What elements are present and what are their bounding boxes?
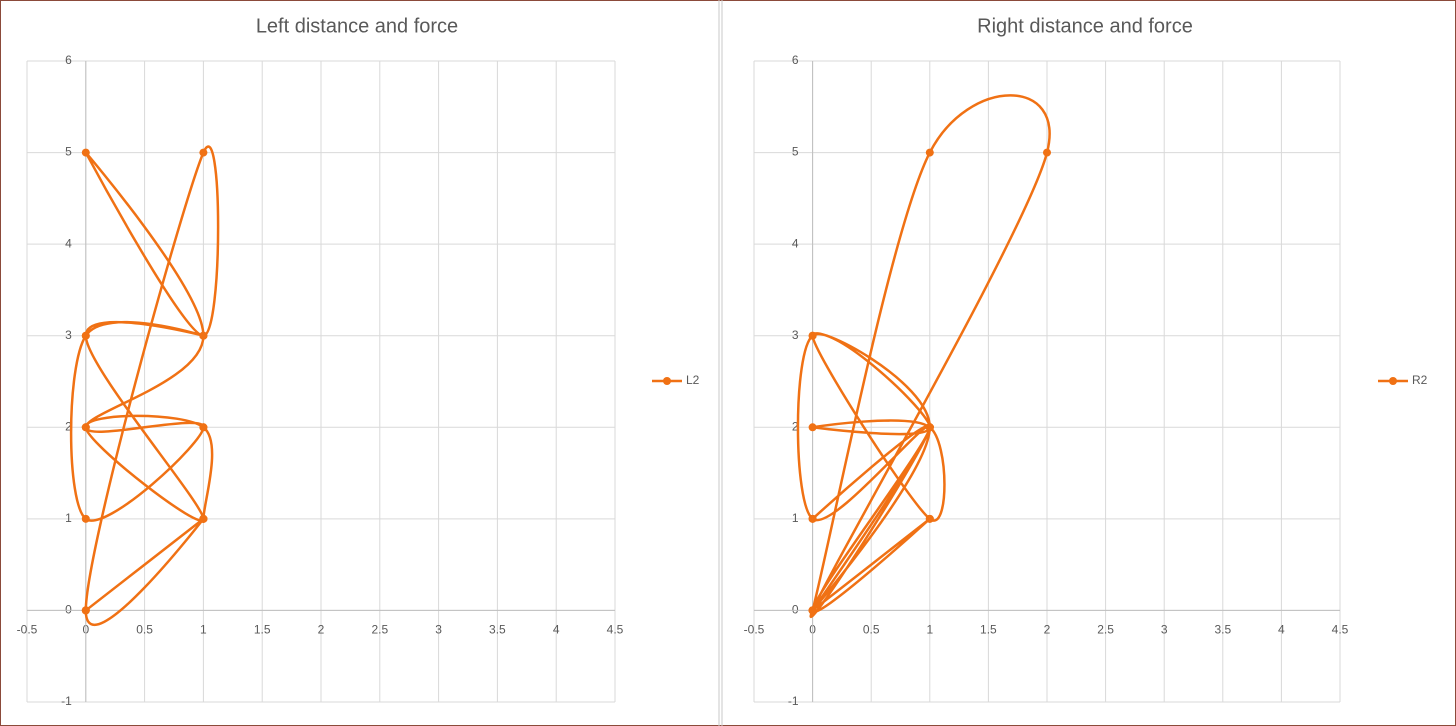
legend-label: R2 — [1412, 373, 1428, 387]
y-tick-label: 0 — [792, 603, 799, 617]
y-tick-label: 0 — [65, 603, 72, 617]
x-tick-label: 3 — [1161, 623, 1168, 637]
data-point — [925, 423, 934, 432]
x-tick-label: 1 — [926, 623, 933, 637]
y-tick-label: 4 — [792, 236, 799, 250]
x-tick-label: 2 — [318, 623, 325, 637]
y-tick-label: 5 — [792, 145, 799, 159]
data-point — [81, 606, 90, 615]
x-tick-label: 0.5 — [136, 623, 153, 637]
data-point — [808, 423, 817, 432]
x-tick-label: -0.5 — [17, 623, 38, 637]
legend-label: L2 — [686, 373, 700, 387]
y-tick-label: 1 — [65, 511, 72, 525]
y-tick-label: -1 — [61, 694, 72, 708]
chart-title: Left distance and force — [256, 15, 458, 37]
data-point — [808, 331, 817, 340]
data-point — [808, 514, 817, 523]
data-point — [199, 514, 208, 523]
data-point — [925, 148, 934, 157]
x-tick-label: 1.5 — [254, 623, 271, 637]
data-point — [81, 514, 90, 523]
y-tick-label: 2 — [792, 419, 799, 433]
y-tick-label: 6 — [65, 53, 72, 67]
series-line — [796, 94, 1051, 618]
data-point — [81, 331, 90, 340]
y-tick-label: 5 — [65, 145, 72, 159]
x-tick-label: 4.5 — [1332, 623, 1349, 637]
data-point — [81, 423, 90, 432]
y-tick-label: 6 — [792, 53, 799, 67]
y-tick-label: 2 — [65, 419, 72, 433]
data-point — [199, 331, 208, 340]
y-tick-label: 4 — [65, 236, 72, 250]
x-tick-label: 3.5 — [1214, 623, 1231, 637]
x-tick-label: 4 — [1278, 623, 1285, 637]
data-point — [808, 606, 817, 615]
data-point — [199, 148, 208, 157]
data-point — [925, 514, 934, 523]
x-tick-label: 3.5 — [489, 623, 506, 637]
data-point — [1043, 148, 1051, 157]
y-tick-label: 3 — [792, 328, 799, 342]
data-point — [81, 148, 90, 157]
x-tick-label: 1 — [200, 623, 207, 637]
legend-marker — [1389, 377, 1397, 385]
data-point — [199, 423, 208, 432]
y-tick-label: -1 — [788, 694, 799, 708]
x-tick-label: 1.5 — [980, 623, 997, 637]
x-tick-label: -0.5 — [744, 623, 765, 637]
y-tick-label: 3 — [65, 328, 72, 342]
legend-marker — [663, 377, 671, 385]
series-line — [69, 145, 220, 626]
chart-title: Right distance and force — [977, 15, 1193, 37]
x-tick-label: 2.5 — [1097, 623, 1114, 637]
x-tick-label: 4 — [553, 623, 560, 637]
x-tick-label: 2.5 — [371, 623, 388, 637]
x-tick-label: 4.5 — [607, 623, 624, 637]
x-tick-label: 2 — [1044, 623, 1051, 637]
x-tick-label: 3 — [435, 623, 442, 637]
y-tick-label: 1 — [792, 511, 799, 525]
x-tick-label: 0.5 — [863, 623, 880, 637]
